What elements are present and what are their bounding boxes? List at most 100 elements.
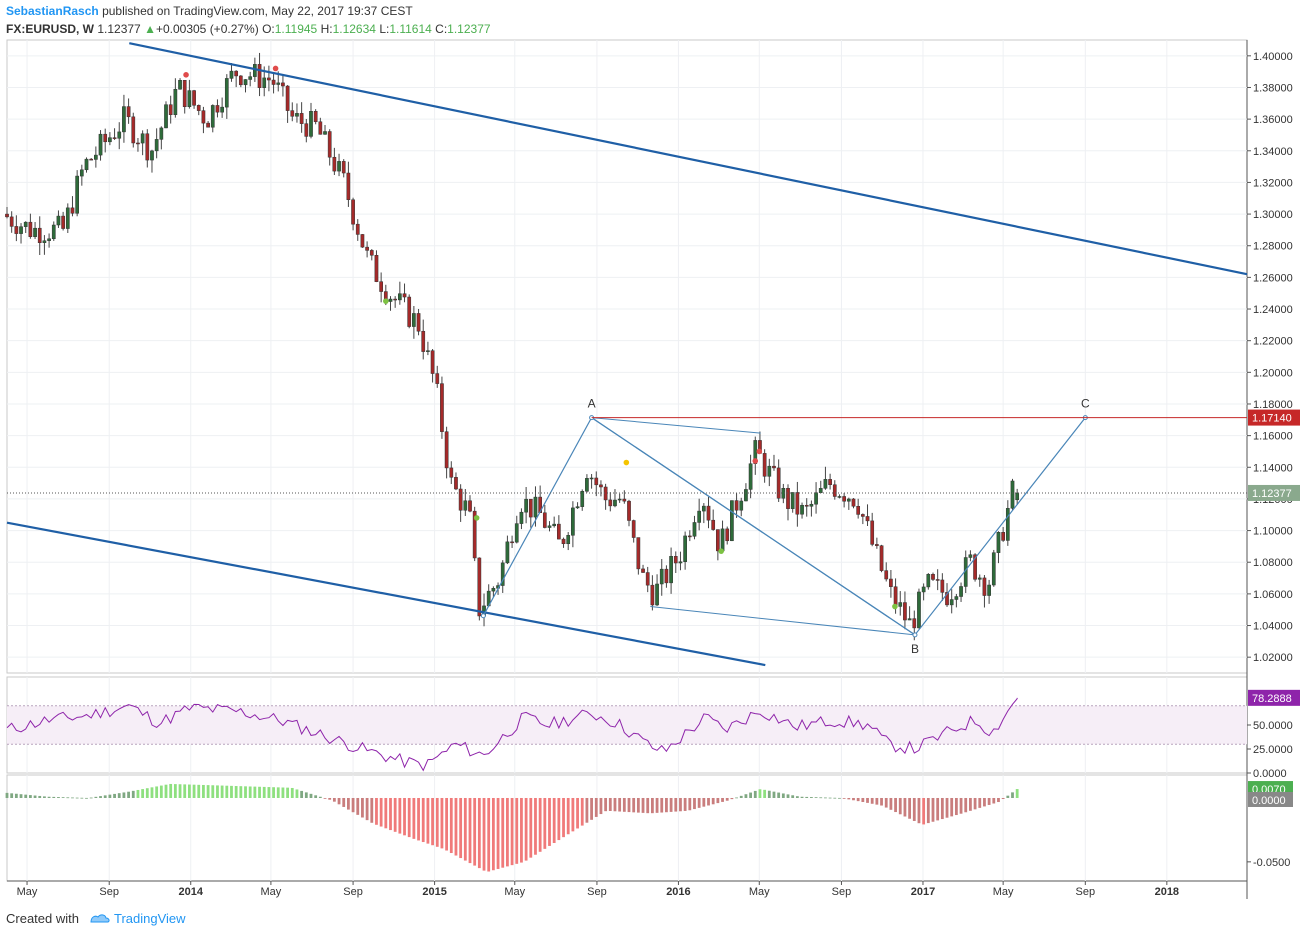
candle-bear: [206, 122, 210, 128]
macd-bar-positive: [772, 791, 776, 798]
candle-bear: [196, 105, 201, 111]
macd-bar-positive: [809, 797, 813, 798]
pattern-line: [650, 606, 916, 636]
target-price-label: 1.17140: [1252, 413, 1292, 425]
y-tick-label: 1.14000: [1253, 462, 1293, 474]
candle-bear: [725, 528, 730, 542]
candle-bear: [458, 488, 463, 511]
x-tick-label: Sep: [99, 886, 119, 898]
candle-bear: [454, 477, 458, 490]
y-tick-label: 1.16000: [1253, 431, 1293, 443]
candle-bull: [19, 226, 23, 234]
macd-bar-positive: [262, 786, 266, 798]
macd-bar-negative: [618, 797, 622, 812]
macd-bar-positive: [206, 785, 210, 798]
macd-bar-positive: [739, 795, 743, 798]
macd-bar-positive: [136, 789, 140, 798]
macd-bar-negative: [491, 797, 495, 871]
candle-bear: [402, 293, 407, 298]
candle-bull: [552, 523, 557, 527]
candle-bull: [514, 523, 519, 543]
macd-bar-positive: [122, 792, 126, 798]
channel-line: [6, 521, 766, 667]
candle-bull: [800, 504, 804, 515]
candle-bull: [309, 111, 313, 137]
x-tick-label: 2015: [422, 886, 446, 898]
candle-bear: [622, 498, 627, 502]
candle-bear: [631, 520, 636, 538]
macd-bar-negative: [959, 797, 963, 814]
macd-bar-negative: [964, 797, 968, 813]
macd-bar-positive: [220, 785, 224, 798]
candle-bull: [580, 491, 585, 507]
macd-bar-positive: [52, 796, 56, 798]
candle-bull: [720, 528, 725, 552]
candle-bear: [285, 85, 290, 111]
rsi-tick-label: 50.0000: [1253, 720, 1293, 732]
macd-bar-positive: [763, 789, 767, 798]
macd-bar-negative: [435, 797, 439, 847]
candle-bull: [173, 88, 178, 115]
macd-bar-positive: [183, 784, 187, 798]
macd-bar-positive: [169, 783, 173, 798]
y-tick-label: 1.24000: [1253, 304, 1293, 316]
last-price-label: 1.12377: [1252, 488, 1292, 500]
macd-zero-label: 0.0000: [1252, 795, 1286, 807]
macd-bar-positive: [777, 792, 781, 798]
candle-bear: [393, 298, 398, 301]
y-tick-label: 1.40000: [1253, 51, 1293, 63]
candle-bear: [472, 510, 477, 559]
candle-bear: [449, 467, 454, 478]
macd-bar-positive: [267, 787, 271, 798]
author-link[interactable]: SebastianRasch: [6, 4, 99, 18]
macd-bar-negative: [894, 797, 897, 813]
candle-bear: [238, 75, 243, 86]
macd-bar-negative: [445, 797, 449, 851]
macd-bar-negative: [646, 797, 650, 814]
macd-bar-negative: [922, 797, 926, 825]
publish-info: published on TradingView.com, May 22, 20…: [102, 4, 413, 18]
macd-bar-negative: [636, 797, 640, 813]
target-price-tag: [1248, 409, 1300, 426]
candle-bear: [940, 579, 945, 593]
candle-bear: [435, 373, 440, 384]
candle-bear: [192, 90, 196, 106]
macd-bar-negative: [870, 797, 874, 804]
macd-bar-positive: [767, 790, 771, 798]
macd-bar-negative: [365, 797, 369, 821]
candle-bull: [154, 139, 159, 152]
candle-bear: [664, 568, 669, 584]
chart-area[interactable]: May Sep 2014 May Sep 2015 May Sep 2016 May Sep 2017…: [0, 0, 1305, 900]
macd-bar-positive: [244, 786, 247, 798]
macd-bar-negative: [449, 797, 453, 854]
macd-bar-positive: [155, 786, 159, 798]
macd-bar-positive: [253, 786, 257, 798]
macd-bar-positive: [314, 795, 318, 798]
candle-bull: [818, 488, 823, 493]
low-label: L:: [379, 22, 390, 36]
y-tick-label: 1.26000: [1253, 272, 1293, 284]
macd-bar-negative: [632, 797, 636, 813]
last-price-tag: [1248, 484, 1300, 501]
macd-bar-positive: [805, 796, 809, 798]
candle-bull: [977, 577, 982, 580]
macd-bar-positive: [164, 784, 168, 798]
footer: Created with TradingView: [6, 911, 186, 926]
y-tick-label: 1.02000: [1253, 652, 1293, 664]
rsi-band: [7, 705, 1247, 745]
y-tick-label: 1.08000: [1253, 557, 1293, 569]
candle-bull: [730, 500, 734, 542]
candle-bear: [865, 516, 870, 522]
candle-bear: [828, 479, 832, 485]
candle-bull: [533, 496, 538, 518]
candle-bull: [224, 78, 229, 108]
macd-bar-negative: [594, 797, 598, 817]
candle-bear: [267, 77, 271, 81]
macd-bar-positive: [1015, 789, 1019, 798]
candle-bear: [903, 602, 907, 621]
y-tick-label: 1.18000: [1253, 399, 1293, 411]
tradingview-link[interactable]: TradingView: [114, 911, 186, 926]
macd-bar-negative: [431, 797, 434, 846]
macd-bar-negative: [417, 797, 420, 841]
rsi-tick-label: 25.0000: [1253, 744, 1293, 756]
